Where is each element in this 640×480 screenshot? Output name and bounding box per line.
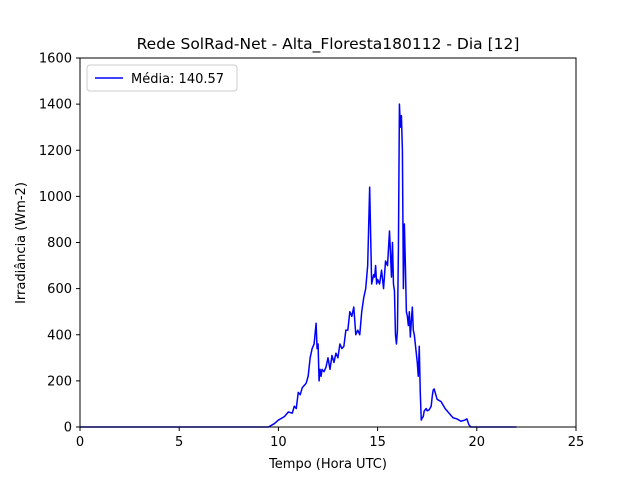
y-tick-label: 1200	[39, 144, 72, 159]
axes: 0 5 10 15 20 25 0 200 400 600 800 1000 1200 1400 1600	[39, 52, 584, 451]
legend: Média: 140.57	[86, 64, 238, 92]
series-line-0	[80, 103, 517, 428]
legend-box	[86, 64, 238, 92]
plot-area	[80, 103, 517, 428]
chart-title: Rede SolRad-Net - Alta_Floresta180112 - …	[137, 35, 520, 54]
x-axis-label: Tempo (Hora UTC)	[268, 457, 387, 472]
x-tick-label: 25	[568, 435, 585, 450]
y-tick-label: 1600	[39, 52, 72, 67]
y-tick-label: 400	[47, 328, 72, 343]
y-tick-label: 200	[47, 374, 72, 389]
x-tick-label: 20	[469, 435, 486, 450]
y-axis-label: Irradiância (Wm-2)	[14, 182, 29, 304]
x-tick-label: 10	[270, 435, 287, 450]
y-tick-label: 600	[47, 282, 72, 297]
y-tick-label: 0	[64, 421, 72, 436]
x-tick-label: 15	[369, 435, 386, 450]
x-tick-label: 5	[175, 435, 183, 450]
y-tick-label: 800	[47, 236, 72, 251]
legend-entry: Média: 140.57	[131, 72, 224, 87]
x-tick-label: 0	[76, 435, 84, 450]
y-tick-label: 1000	[39, 190, 72, 205]
y-tick-label: 1400	[39, 98, 72, 113]
